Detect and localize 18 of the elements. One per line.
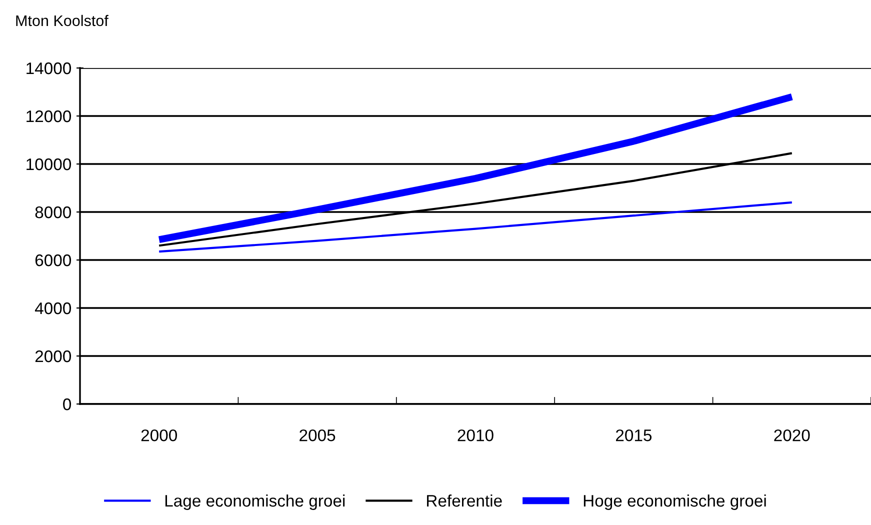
y-tick-label: 0 — [63, 398, 72, 410]
legend-label: Referentie — [427, 494, 502, 507]
y-tick-label: 10000 — [26, 158, 72, 170]
y-axis-title: Mton Koolstof — [16, 14, 108, 26]
legend-label: Hoge economische groei — [584, 494, 766, 510]
y-tick-label: 6000 — [35, 254, 72, 266]
y-tick-label: 12000 — [26, 110, 72, 122]
x-tick-label: 2010 — [458, 429, 494, 442]
y-tick-label: 8000 — [35, 206, 72, 218]
y-tick-label: 2000 — [35, 350, 72, 362]
x-tick-label: 2020 — [774, 429, 810, 442]
x-tick-label: 2005 — [300, 429, 336, 442]
x-tick-label: 2015 — [616, 429, 652, 442]
line-series — [158, 201, 793, 253]
legend-label: Lage economische groei — [165, 494, 345, 510]
y-tick-label: 4000 — [34, 302, 72, 314]
y-tick-label: 14000 — [26, 62, 72, 74]
x-tick-label: 2000 — [141, 429, 177, 442]
